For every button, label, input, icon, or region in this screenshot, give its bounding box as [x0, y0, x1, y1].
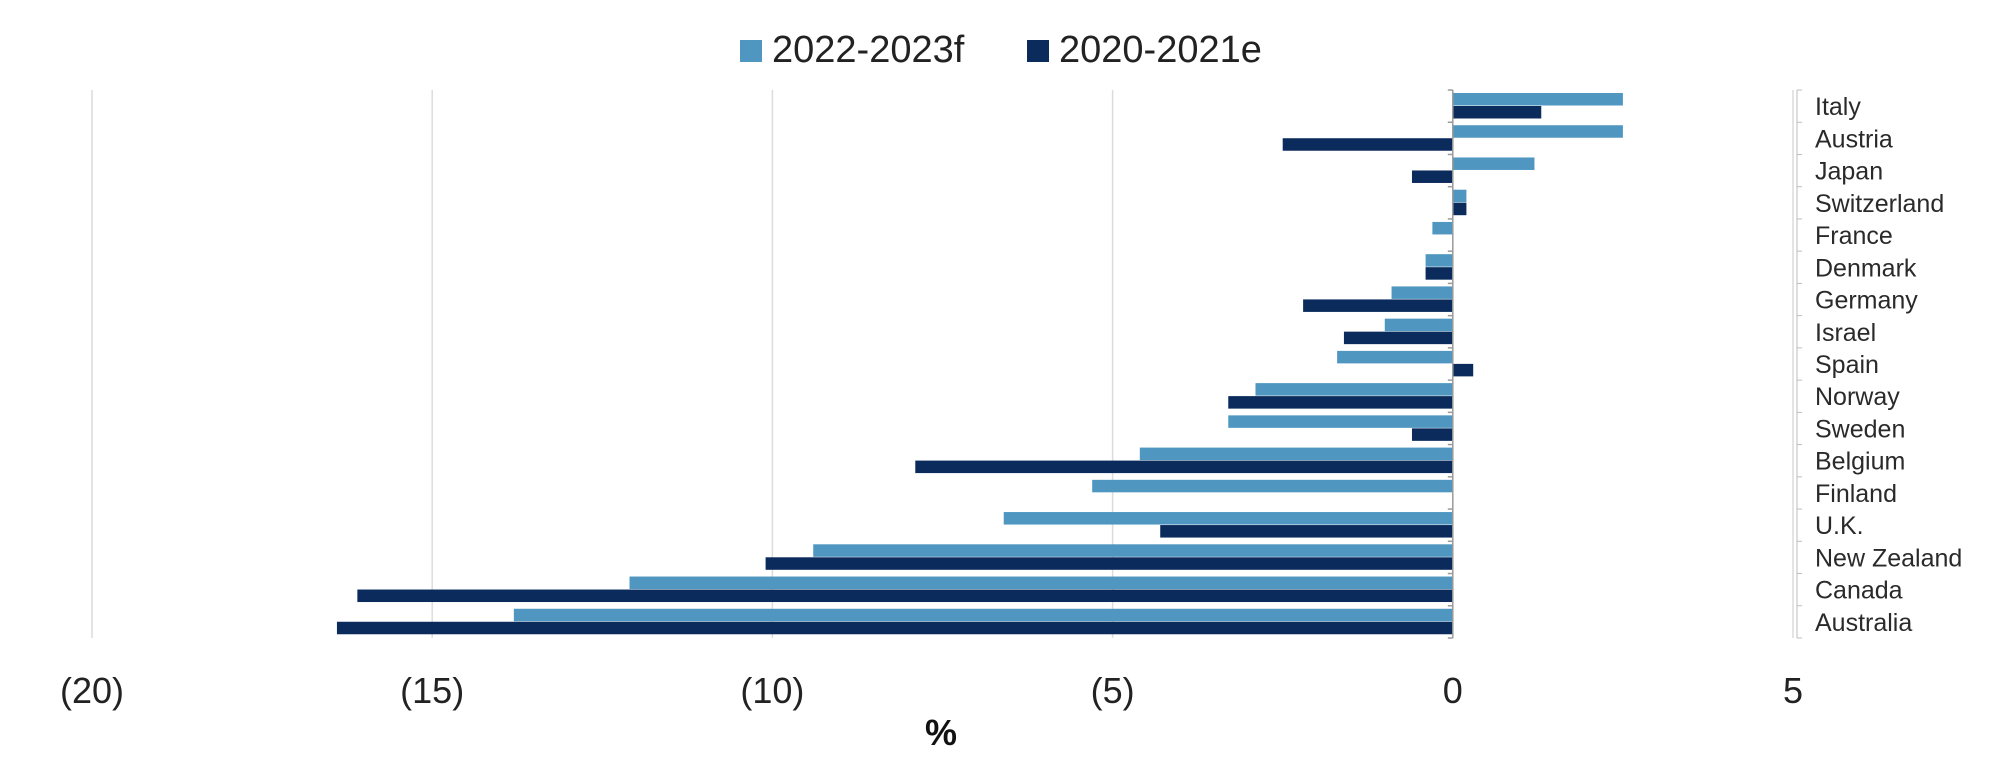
bar-forecast-finland: Finland 2022-2023f: -5.3 [1092, 479, 1453, 493]
category-label-france: France [1815, 222, 1893, 250]
bar-forecast-sweden: Sweden 2022-2023f: -3.3 [1228, 415, 1453, 428]
zero-axis [1447, 89, 1454, 639]
x-tick-label-1: (15) [400, 670, 464, 711]
bar-forecast-new-zealand: New Zealand 2022-2023f: -9.4 [813, 544, 1453, 557]
x-tick-label-4: 0 [1443, 670, 1463, 711]
bar-estimate-germany: Germany 2020-2021e: -2.2 [1303, 299, 1453, 312]
bar-estimate-u-k-: U.K. 2020-2021e: -4.3 [1160, 525, 1453, 538]
x-tick-label-5: 5 [1783, 670, 1803, 711]
bar-forecast-australia: Australia 2022-2023f: -13.8 [513, 608, 1453, 622]
bar-estimate-switzerland: Switzerland 2020-2021e: 0.2 [1452, 202, 1467, 216]
category-label-austria: Austria [1815, 125, 1893, 153]
bar-estimate-norway: Norway 2020-2021e: -3.3 [1228, 396, 1453, 409]
bar-estimate-italy: Italy 2020-2021e: 1.3 [1452, 106, 1542, 119]
category-label-u-k-: U.K. [1815, 512, 1864, 540]
bar-estimate-australia: Australia 2020-2021e: -16.4 [336, 621, 1453, 635]
bar-estimate-austria: Austria 2020-2021e: -2.5 [1282, 138, 1453, 151]
bar-forecast-denmark: Denmark 2022-2023f: -0.4 [1425, 254, 1453, 267]
bar-estimate-denmark: Denmark 2020-2021e: -0.4 [1425, 267, 1453, 280]
legend: 2022-2023f 2020-2021e [740, 29, 1262, 71]
category-label-canada: Canada [1815, 577, 1903, 605]
bar-forecast-canada: Canada 2022-2023f: -12.1 [629, 576, 1453, 590]
bar-forecast-austria: Austria 2022-2023f: 2.5 [1452, 125, 1623, 138]
bar-estimate-belgium: Belgium 2020-2021e: -7.9 [915, 460, 1453, 474]
bar-estimate-sweden: Sweden 2020-2021e: -0.6 [1411, 428, 1453, 441]
legend-label-1: 2020-2021e [1059, 29, 1262, 71]
x-axis-title: % [925, 712, 957, 753]
category-labels: Italy Austria Japan Switzerland France Denmar… [1796, 89, 1962, 639]
bar-forecast-france: France 2022-2023f: -0.3 [1432, 221, 1453, 235]
category-label-denmark: Denmark [1815, 254, 1917, 282]
bar-estimate-new-zealand: New Zealand 2020-2021e: -10.1 [765, 557, 1453, 570]
bar-forecast-norway: Norway 2022-2023f: -2.9 [1255, 383, 1453, 396]
bar-forecast-japan: Japan 2022-2023f: 1.2 [1452, 157, 1535, 170]
bar-forecast-israel: Israel 2022-2023f: -1 [1384, 318, 1453, 332]
x-tick-labels: (20) (15) (10) (5) 0 5 [60, 670, 1803, 711]
category-label-germany: Germany [1815, 287, 1918, 315]
category-label-new-zealand: New Zealand [1815, 544, 1962, 572]
category-label-norway: Norway [1815, 383, 1900, 411]
category-label-japan: Japan [1815, 158, 1883, 186]
bar-estimate-japan: Japan 2020-2021e: -0.6 [1411, 170, 1453, 183]
category-label-belgium: Belgium [1815, 448, 1905, 476]
bar-forecast-u-k-: U.K. 2022-2023f: -6.6 [1003, 512, 1453, 525]
bar-forecast-spain: Spain 2022-2023f: -1.7 [1337, 350, 1453, 364]
legend-swatch-0 [740, 40, 762, 62]
x-tick-label-2: (10) [740, 670, 804, 711]
bars: Italy 2022-2023f: 2.5Italy 2020-2021e: 1… [336, 93, 1623, 635]
x-tick-label-3: (5) [1091, 670, 1135, 711]
category-label-australia: Australia [1815, 609, 1912, 637]
category-label-italy: Italy [1815, 93, 1861, 121]
bar-estimate-israel: Israel 2020-2021e: -1.6 [1343, 331, 1453, 345]
legend-label-0: 2022-2023f [772, 29, 965, 71]
x-tick-label-0: (20) [60, 670, 124, 711]
bar-forecast-italy: Italy 2022-2023f: 2.5 [1452, 93, 1623, 106]
bar-estimate-canada: Canada 2020-2021e: -16.1 [357, 589, 1453, 603]
bar-forecast-germany: Germany 2022-2023f: -0.9 [1391, 286, 1453, 299]
bar-estimate-spain: Spain 2020-2021e: 0.3 [1452, 363, 1474, 377]
bar-forecast-switzerland: Switzerland 2022-2023f: 0.2 [1452, 189, 1467, 203]
bar-forecast-belgium: Belgium 2022-2023f: -4.6 [1139, 447, 1453, 461]
legend-swatch-1 [1027, 40, 1049, 62]
category-label-spain: Spain [1815, 351, 1879, 379]
category-label-sweden: Sweden [1815, 415, 1905, 443]
category-label-switzerland: Switzerland [1815, 190, 1944, 218]
category-label-israel: Israel [1815, 319, 1876, 347]
category-label-finland: Finland [1815, 480, 1897, 508]
